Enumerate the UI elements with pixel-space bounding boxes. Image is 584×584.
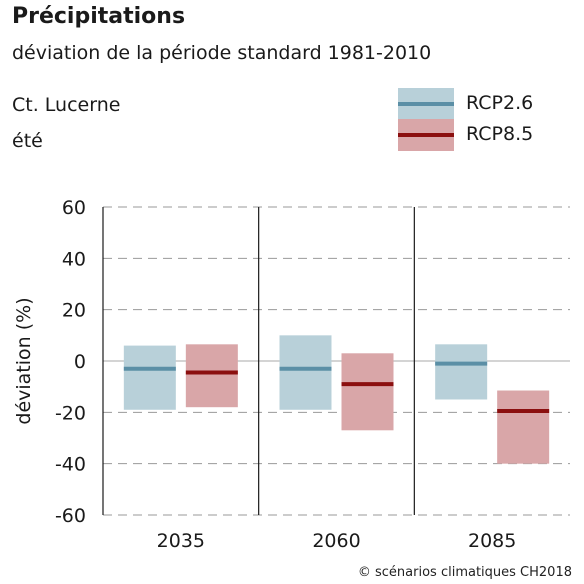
legend-line-rcp85 [398,133,454,137]
y-tick-label: 60 [62,197,86,219]
range-box-rcp85 [497,390,550,464]
y-tick-label: 40 [62,248,86,270]
range-box-rcp85 [341,353,394,431]
range-box-rcp26 [123,345,176,410]
range-box-rcp26 [435,344,488,400]
legend-item-rcp85: RCP8.5 [398,119,558,153]
x-tick-label: 2060 [312,530,360,552]
y-tick-label: -60 [55,505,86,527]
legend-label-rcp85: RCP8.5 [466,123,534,145]
legend-label-rcp26: RCP2.6 [466,92,534,114]
range-box-rcp85 [185,344,238,408]
season-label: été [12,130,43,152]
region-label: Ct. Lucerne [12,94,121,116]
chart-title: Précipitations [12,4,186,29]
x-tick-label: 2085 [468,530,516,552]
y-tick-label: 0 [74,351,86,373]
y-tick-label: 20 [62,300,86,322]
y-tick-label: -40 [55,454,86,476]
y-axis-label: déviation (%) [13,297,35,424]
legend-item-rcp26: RCP2.6 [398,88,558,122]
x-tick-label: 2035 [157,530,205,552]
range-box-rcp26 [279,335,332,410]
legend-line-rcp26 [398,102,454,106]
chart-subtitle: déviation de la période standard 1981-20… [12,42,432,64]
credit-text: © scénarios climatiques CH2018 [357,565,572,580]
y-tick-label: -20 [55,402,86,424]
